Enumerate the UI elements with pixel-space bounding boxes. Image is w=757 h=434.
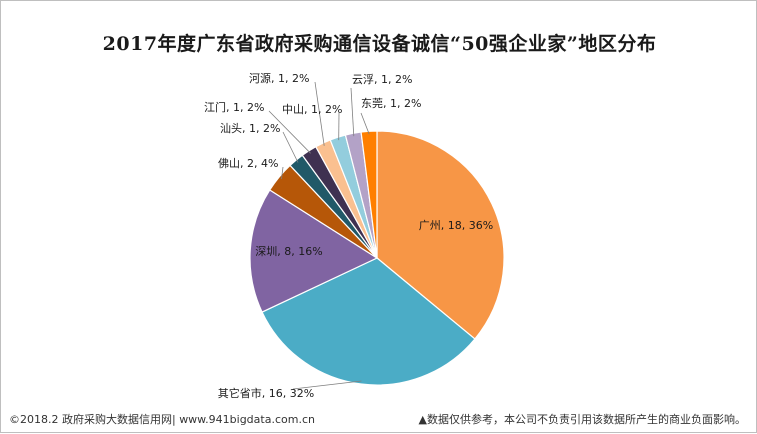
slice-label-8: 中山, 1, 2% <box>282 103 342 116</box>
slice-label-5: 汕头, 1, 2% <box>220 122 280 135</box>
slice-label-1: 广州, 18, 36% <box>419 219 493 232</box>
slice-label-4: 佛山, 2, 4% <box>218 157 278 170</box>
footer-disclaimer: ▲数据仅供参考，本公司不负责引用该数据所产生的商业负面影响。 <box>419 411 746 427</box>
slice-label-9: 云浮, 1, 2% <box>352 73 412 86</box>
leader-line-5 <box>283 132 298 163</box>
slice-label-7: 河源, 1, 2% <box>249 71 309 85</box>
slice-label-10: 东莞, 1, 2% <box>361 97 421 110</box>
slice-label-2: 其它省市, 16, 32% <box>218 386 314 400</box>
slice-label-3: 深圳, 8, 16% <box>255 245 322 258</box>
slice-label-6: 江门, 1, 2% <box>204 100 264 114</box>
leader-line-9 <box>351 88 354 136</box>
footer-source: ©2018.2 政府采购大数据信用网| www.941bigdata.com.c… <box>9 411 315 427</box>
